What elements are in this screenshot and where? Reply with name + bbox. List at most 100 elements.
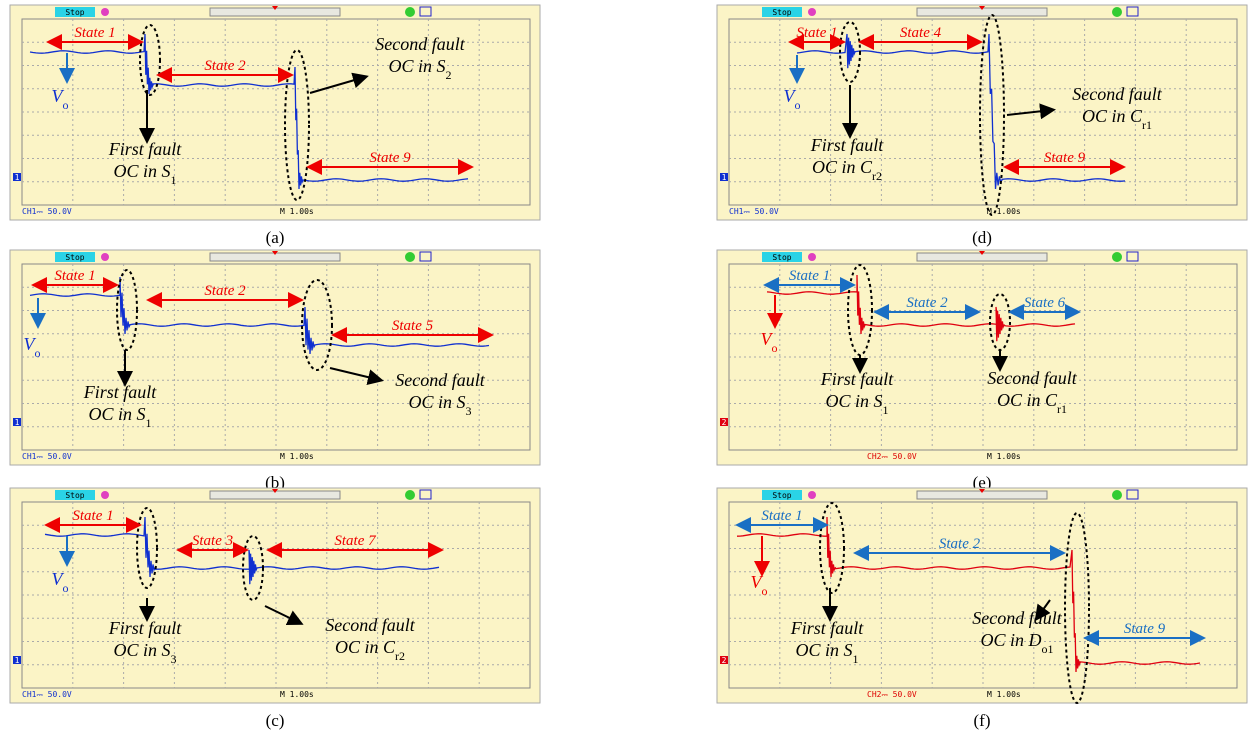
fault-location-sub: r1: [1057, 402, 1067, 416]
fault-title: Second fault: [1072, 84, 1162, 104]
timebase: M 1.00s: [987, 452, 1021, 461]
scope-panel: Stop2CH2⎓ 50.0VM 1.00sState 1State 2Stat…: [717, 250, 1247, 492]
icon: [1112, 7, 1122, 17]
status: Stop: [772, 253, 791, 262]
fault-location-main: OC in C: [812, 157, 873, 177]
figure: Stop 1 CH1⎓ 50.0V M 1.00s State 1 State 2 Stat…: [0, 0, 1248, 730]
fault-location-main: OC in C: [335, 637, 396, 657]
state-label: State 1: [72, 508, 113, 524]
state-label: State 2: [204, 58, 246, 74]
fault-title: First fault: [83, 382, 158, 402]
fault-location-main: OC in S: [408, 392, 465, 412]
channel: CH1⎓ 50.0V: [22, 207, 72, 216]
fault-location-sub: 1: [146, 416, 152, 430]
timebase: M 1.00s: [280, 690, 314, 699]
icon: [405, 252, 415, 262]
fault-location-main: OC in S: [88, 404, 145, 424]
timebase: M 1.00s: [987, 690, 1021, 699]
fault-location-main: OC in S: [825, 391, 882, 411]
state-label: State 9: [369, 150, 411, 166]
state-label: State 9: [1124, 621, 1166, 637]
channel: CH1⎓ 50.0V: [22, 452, 72, 461]
status: Stop: [65, 253, 84, 262]
channel: CH1⎓ 50.0V: [22, 690, 72, 699]
fault-location-sub: o1: [1042, 642, 1054, 656]
fault-location-main: OC in S: [795, 640, 852, 660]
fault-title: Second fault: [325, 615, 415, 635]
channel: CH2⎓ 50.0V: [867, 690, 917, 699]
fault-location-sub: 3: [171, 652, 177, 666]
fault-location-main: OC in D: [980, 630, 1041, 650]
icon: [1112, 252, 1122, 262]
scope-panel: Stop 1 CH1⎓ 50.0V M 1.00s State 1 State 2 Stat…: [10, 250, 540, 492]
channel: CH2⎓ 50.0V: [867, 452, 917, 461]
state-label: State 9: [1044, 150, 1086, 166]
fault-location-sub: 3: [466, 404, 472, 418]
status: Stop: [65, 491, 84, 500]
fault-location-main: OC in C: [1082, 106, 1143, 126]
state-label: State 6: [1024, 295, 1066, 311]
caption: (f): [974, 711, 991, 730]
fault-location-sub: 2: [446, 68, 452, 82]
fault-title: First fault: [108, 139, 183, 159]
channel: CH1⎓ 50.0V: [729, 207, 779, 216]
fault-location-sub: 1: [883, 403, 889, 417]
scope-panel: Stop 1 CH1⎓ 50.0V M 1.00s State 1 State 2 Stat…: [10, 5, 540, 247]
fault-title: Second fault: [375, 34, 465, 54]
fault-title: Second fault: [987, 368, 1077, 388]
caption: (d): [972, 228, 992, 247]
fault-title: Second fault: [972, 608, 1062, 628]
scope-panel: Stop 2 CH2⎓ 50.0V M 1.00s State 1 State 2 Stat…: [717, 488, 1247, 730]
icon: [101, 8, 109, 16]
state-label: State 5: [392, 318, 434, 334]
output-label-sub: o: [63, 98, 69, 112]
channel-marker: 2: [722, 656, 727, 665]
channel-marker: 2: [722, 418, 727, 427]
output-label-sub: o: [63, 581, 69, 595]
channel-marker: 1: [15, 173, 20, 182]
fault-title: First fault: [810, 135, 885, 155]
status: Stop: [772, 491, 791, 500]
state-label: State 2: [939, 536, 981, 552]
icon: [405, 7, 415, 17]
state-label: State 4: [900, 25, 942, 41]
output-label-sub: o: [772, 341, 778, 355]
channel-marker: 1: [722, 173, 727, 182]
state-label: State 3: [192, 533, 233, 549]
caption: (c): [266, 711, 285, 730]
timebase: M 1.00s: [280, 207, 314, 216]
fault-location-main: OC in C: [997, 390, 1058, 410]
caption: (a): [266, 228, 285, 247]
fault-title: First fault: [820, 369, 895, 389]
output-label-sub: o: [35, 346, 41, 360]
icon: [808, 8, 816, 16]
state-label: State 1: [54, 268, 95, 284]
fault-title: Second fault: [395, 370, 485, 390]
fault-title: First fault: [790, 618, 865, 638]
fault-location-sub: r1: [1142, 118, 1152, 132]
fault-location-sub: 1: [171, 173, 177, 187]
channel-marker: 1: [15, 656, 20, 665]
icon: [101, 253, 109, 261]
output-label-sub: o: [795, 98, 801, 112]
icon: [405, 490, 415, 500]
state-label: State 1: [796, 25, 837, 41]
status: Stop: [772, 8, 791, 17]
fault-location-sub: r2: [395, 649, 405, 663]
fault-location-main: OC in S: [388, 56, 445, 76]
output-label-sub: o: [762, 584, 768, 598]
fault-location-sub: 1: [853, 652, 859, 666]
fault-location-main: OC in S: [113, 161, 170, 181]
status: Stop: [65, 8, 84, 17]
state-label: State 2: [204, 283, 246, 299]
icon: [808, 491, 816, 499]
channel-marker: 1: [15, 418, 20, 427]
state-label: State 1: [74, 25, 115, 41]
fault-location-main: OC in S: [113, 640, 170, 660]
icon: [1112, 490, 1122, 500]
timebase: M 1.00s: [280, 452, 314, 461]
state-label: State 2: [906, 295, 948, 311]
state-label: State 1: [761, 508, 802, 524]
state-label: State 7: [334, 533, 377, 549]
